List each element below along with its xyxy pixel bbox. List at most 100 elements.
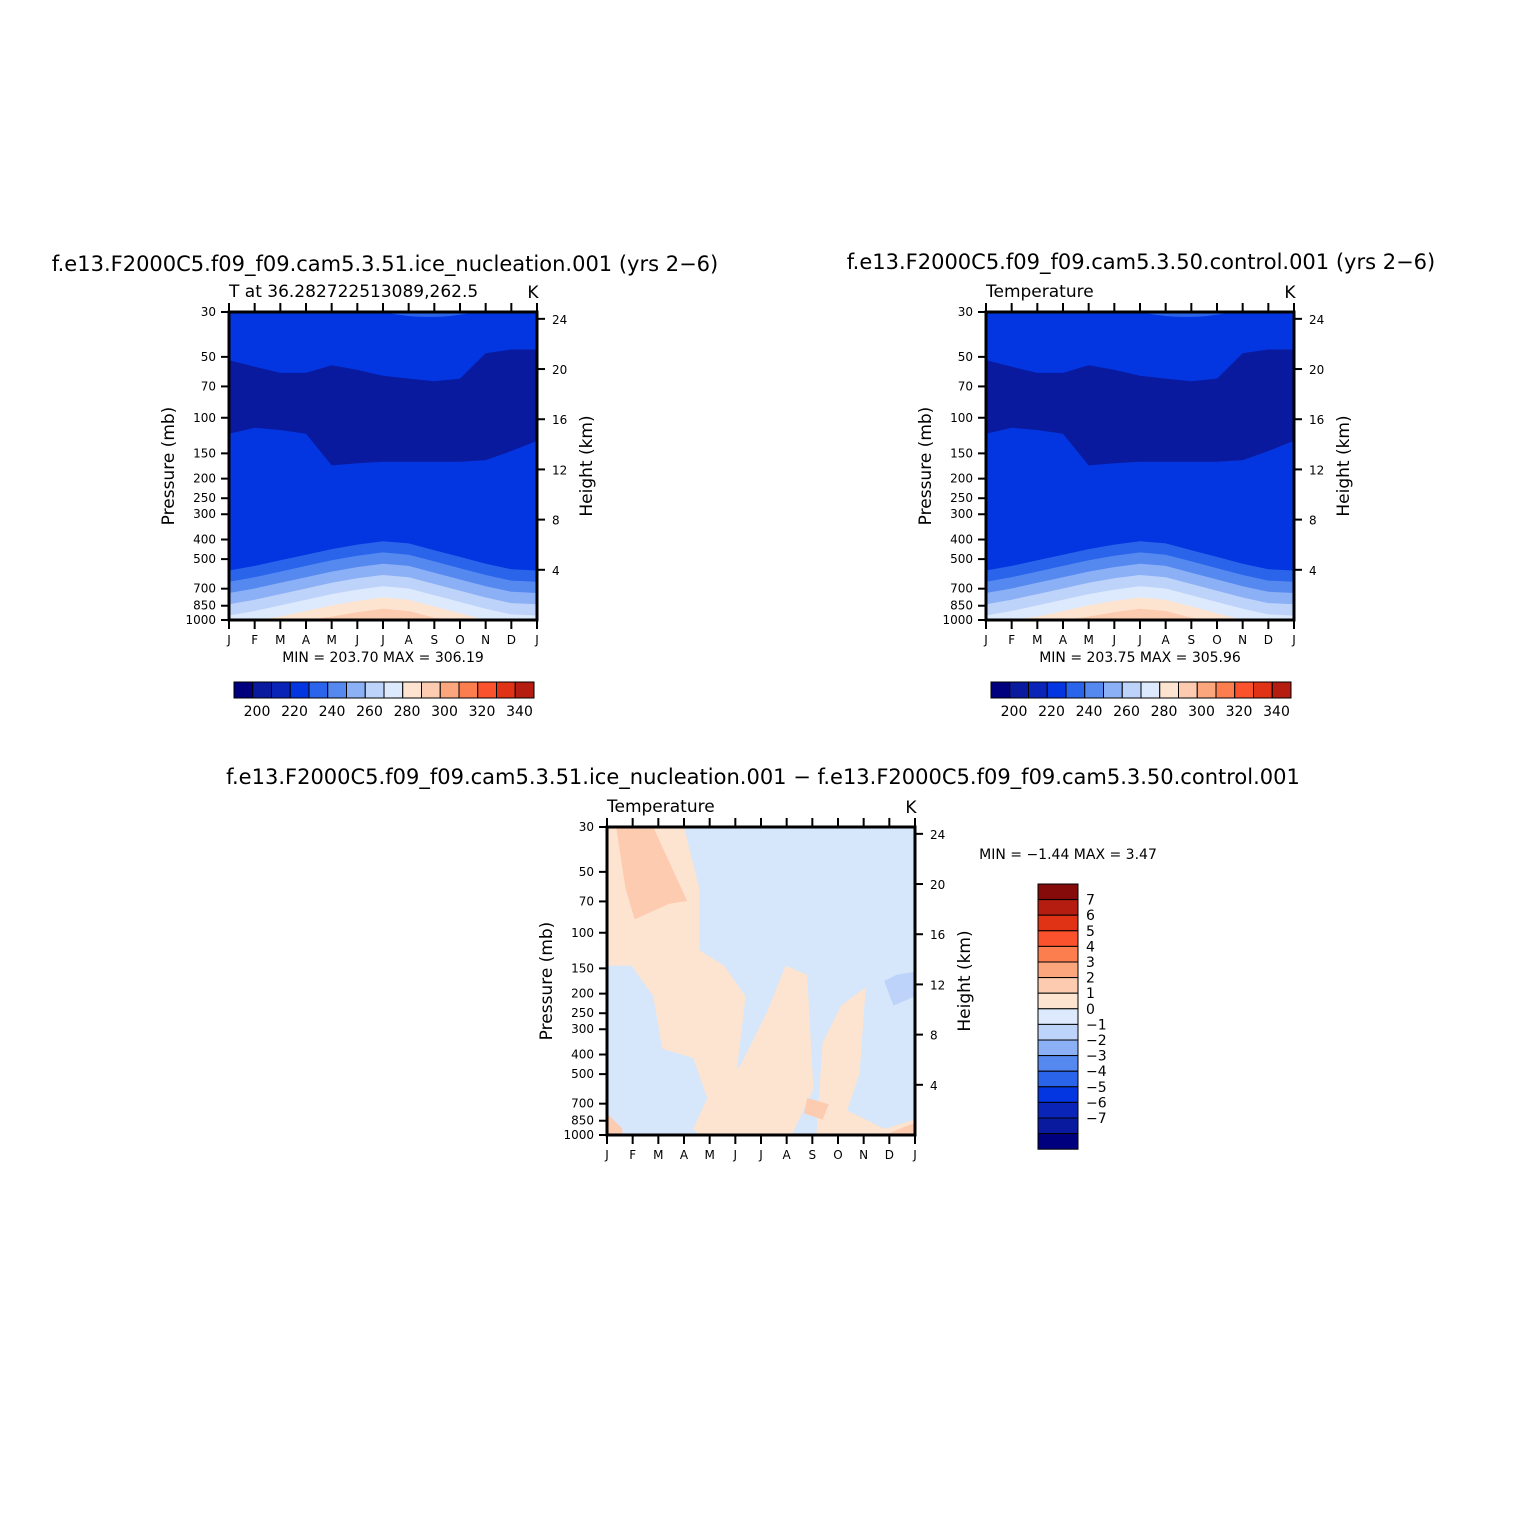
colorbar-swatch xyxy=(271,681,291,699)
y-right-axis-label: Height (km) xyxy=(577,415,597,516)
colorbar-swatch xyxy=(1009,681,1029,699)
colorbar-label: 260 xyxy=(1113,704,1140,720)
x-tick-label: S xyxy=(1188,633,1196,647)
y-tick-label: 150 xyxy=(571,961,594,975)
y-right-tick-label: 16 xyxy=(552,413,567,427)
colorbar-label: 5 xyxy=(1086,924,1095,940)
x-tick-label: M xyxy=(704,1148,714,1162)
x-tick-label: J xyxy=(1291,633,1296,647)
units-label: K xyxy=(527,283,539,303)
y-tick-label: 200 xyxy=(571,987,594,1001)
x-tick-label: J xyxy=(912,1148,917,1162)
y-tick-label: 700 xyxy=(950,582,973,596)
y-tick-label: 150 xyxy=(193,446,216,460)
colorbar-swatch xyxy=(1037,1101,1079,1119)
x-tick-label: D xyxy=(1264,633,1273,647)
field-panel-1: J F M A M J J A S O N D J 30 50 70 100 150 200 250 300 400 500… xyxy=(52,252,718,720)
x-tick-label: O xyxy=(455,633,464,647)
colorbar-swatch xyxy=(1037,961,1079,979)
y-tick-label: 850 xyxy=(193,599,216,613)
y-right-tick-label: 12 xyxy=(552,463,567,477)
colorbar-label: 200 xyxy=(1001,704,1028,720)
x-tick-label: A xyxy=(1162,633,1171,647)
y-tick-label: 50 xyxy=(201,350,216,364)
y-tick-label: 400 xyxy=(571,1048,594,1062)
colorbar-swatch xyxy=(1084,681,1104,699)
colorbar-label: 2 xyxy=(1086,971,1095,987)
colorbar-label: 340 xyxy=(1263,704,1290,720)
colorbar-swatch xyxy=(1271,681,1292,699)
colorbar-label: 240 xyxy=(1076,704,1103,720)
axes: J F M A M J J A S O N D J 30 50 70 100 150 200 250 300 400 500… xyxy=(847,250,1435,647)
colorbar-swatch xyxy=(421,681,441,699)
x-tick-label: J xyxy=(758,1148,763,1162)
x-tick-label: A xyxy=(302,633,311,647)
y-tick-label: 700 xyxy=(571,1097,594,1111)
case-title: f.e13.F2000C5.f09_f09.cam5.3.51.ice_nucl… xyxy=(226,765,1300,790)
y-tick-label: 1000 xyxy=(185,613,216,627)
colorbar-swatch xyxy=(1037,883,1079,901)
colorbar-label: −3 xyxy=(1086,1049,1107,1065)
y-tick-label: 300 xyxy=(950,507,973,521)
y-tick-label: 300 xyxy=(193,507,216,521)
colorbar-swatch xyxy=(1037,977,1079,994)
diff-cool-patch xyxy=(884,971,915,1006)
colorbar-swatch xyxy=(346,681,366,699)
y-tick-label: 500 xyxy=(571,1067,594,1081)
x-tick-label: J xyxy=(983,633,988,647)
diff-warm-region-right xyxy=(816,987,915,1135)
colorbar-swatch xyxy=(1037,914,1079,932)
x-tick-label: A xyxy=(405,633,414,647)
colorbar-swatch xyxy=(1037,1055,1079,1072)
colorbar: 200 220 240 260 280 300 320 340 xyxy=(990,681,1292,720)
y-tick-label: 70 xyxy=(579,894,594,908)
colorbar-label: 280 xyxy=(394,704,421,720)
colorbar-swatch xyxy=(364,681,385,699)
colorbar-swatch xyxy=(1234,681,1254,699)
colorbar-label: 300 xyxy=(1188,704,1215,720)
colorbar-label: 320 xyxy=(469,704,496,720)
y-tick-label: 250 xyxy=(950,491,973,505)
y-right-tick-label: 8 xyxy=(1309,514,1317,528)
colorbar-swatch xyxy=(496,681,516,699)
x-tick-label: J xyxy=(380,633,385,647)
colorbar-swatch xyxy=(252,681,272,699)
y-tick-label: 50 xyxy=(958,350,973,364)
colorbar-label: 320 xyxy=(1226,704,1253,720)
x-tick-label: J xyxy=(226,633,231,647)
colorbar-swatch xyxy=(1215,681,1236,699)
colorbar-swatch xyxy=(1159,681,1179,699)
x-tick-label: J xyxy=(733,1148,738,1162)
colorbar-label: −7 xyxy=(1086,1111,1107,1127)
y-tick-label: 850 xyxy=(950,599,973,613)
colorbar-swatch xyxy=(1140,681,1161,699)
colorbar-swatch xyxy=(1037,1070,1079,1088)
x-tick-label: M xyxy=(653,1148,663,1162)
y-tick-label: 1000 xyxy=(942,613,973,627)
colorbar-swatch xyxy=(458,681,479,699)
colorbar-swatch xyxy=(402,681,422,699)
y-right-tick-label: 24 xyxy=(930,828,945,842)
colorbar-swatch xyxy=(233,681,254,699)
colorbar-swatch xyxy=(289,681,310,699)
contour-level-290 xyxy=(229,608,537,620)
colorbar-swatch xyxy=(1037,930,1079,947)
y-tick-label: 250 xyxy=(571,1006,594,1020)
diff-warm-core-left xyxy=(616,827,688,920)
y-right-axis-label: Height (km) xyxy=(1334,415,1354,516)
x-tick-label: F xyxy=(251,633,258,647)
x-tick-label: M xyxy=(326,633,336,647)
y-right-tick-label: 20 xyxy=(1309,363,1324,377)
y-tick-label: 400 xyxy=(193,533,216,547)
colorbar-swatch xyxy=(1037,945,1079,963)
x-tick-label: J xyxy=(534,633,539,647)
colorbar-swatch xyxy=(514,681,535,699)
colorbar-label: −5 xyxy=(1086,1080,1107,1096)
y-tick-label: 500 xyxy=(950,552,973,566)
y-tick-label: 30 xyxy=(579,820,594,834)
colorbar-swatch xyxy=(1037,1023,1079,1041)
colorbar-label: 340 xyxy=(506,704,533,720)
y-tick-label: 150 xyxy=(950,446,973,460)
y-tick-label: 100 xyxy=(950,411,973,425)
x-tick-label: S xyxy=(431,633,439,647)
